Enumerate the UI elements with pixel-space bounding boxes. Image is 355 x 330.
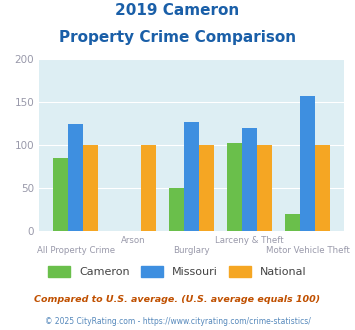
Bar — [300, 96, 315, 231]
Bar — [285, 214, 300, 231]
Bar — [184, 122, 199, 231]
Bar — [315, 145, 331, 231]
Text: Compared to U.S. average. (U.S. average equals 100): Compared to U.S. average. (U.S. average … — [34, 295, 321, 304]
Text: Property Crime Comparison: Property Crime Comparison — [59, 30, 296, 45]
Bar — [53, 158, 68, 231]
Text: Larceny & Theft: Larceny & Theft — [215, 236, 284, 245]
Text: Motor Vehicle Theft: Motor Vehicle Theft — [266, 246, 350, 255]
Text: Burglary: Burglary — [173, 246, 210, 255]
Bar — [199, 145, 214, 231]
Bar — [227, 143, 242, 231]
Bar — [257, 145, 272, 231]
Legend: Cameron, Missouri, National: Cameron, Missouri, National — [44, 261, 311, 281]
Bar — [141, 145, 156, 231]
Bar — [68, 124, 83, 231]
Text: Arson: Arson — [121, 236, 146, 245]
Bar — [83, 145, 98, 231]
Bar — [242, 128, 257, 231]
Bar — [169, 188, 184, 231]
Text: 2019 Cameron: 2019 Cameron — [115, 3, 240, 18]
Text: © 2025 CityRating.com - https://www.cityrating.com/crime-statistics/: © 2025 CityRating.com - https://www.city… — [45, 317, 310, 326]
Text: All Property Crime: All Property Crime — [37, 246, 115, 255]
